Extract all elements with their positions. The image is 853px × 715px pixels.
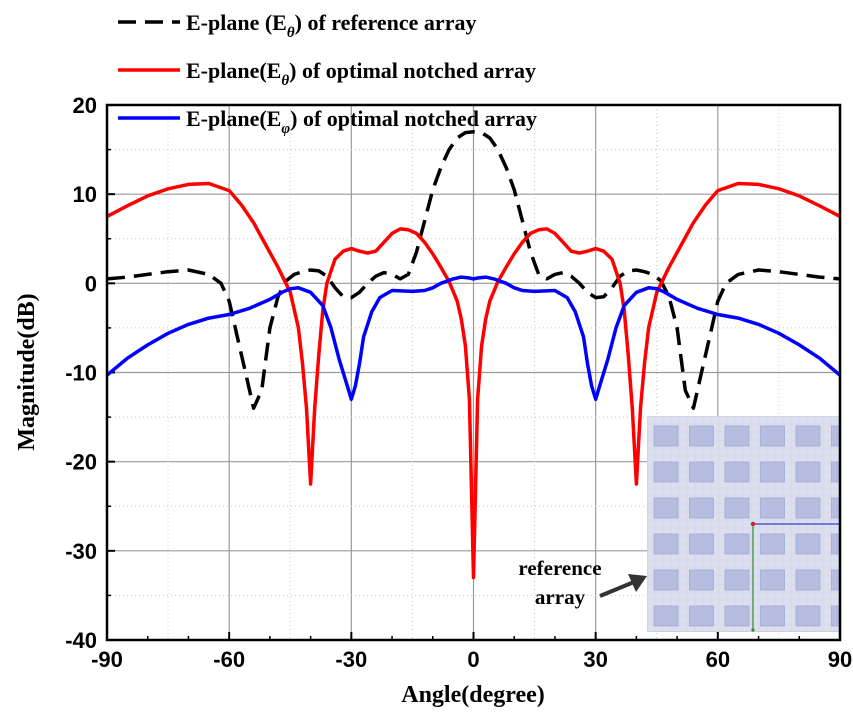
minor-ticks <box>106 104 841 641</box>
inset-label-line1: reference <box>518 556 601 580</box>
inset-patch <box>689 533 714 555</box>
inset-patch <box>795 461 821 483</box>
inset-patch <box>831 605 840 627</box>
inset-content <box>647 416 840 632</box>
inset-patch <box>653 425 679 447</box>
inset-patch <box>760 461 785 483</box>
inset-patch <box>689 425 714 447</box>
series-notched-e-theta-line <box>107 181 840 580</box>
y-tick-label: -30 <box>65 539 97 564</box>
inset-patch <box>760 425 785 447</box>
inset-patch <box>795 425 821 447</box>
legend: E-plane (Eθ) of reference array E-plane(E… <box>118 10 537 137</box>
inset-axis-end-marker <box>751 628 755 632</box>
x-axis-title: Angle(degree) <box>401 682 545 708</box>
y-tick-label: 0 <box>85 271 97 296</box>
y-tick-label: -40 <box>65 628 97 653</box>
x-tick-label: 60 <box>706 647 730 672</box>
y-tick-label: 10 <box>73 182 97 207</box>
x-tick-label: 90 <box>828 647 852 672</box>
inset-label-line2: array <box>535 585 586 609</box>
inset-patch <box>653 533 679 555</box>
y-axis-title: Magnitude(dB) <box>14 293 40 450</box>
x-tick-label: -60 <box>213 647 245 672</box>
inset-patch <box>724 425 750 447</box>
inset-array-image: reference array <box>518 416 840 632</box>
inset-patch <box>724 605 750 627</box>
inset-patch <box>831 461 840 483</box>
inset-patch <box>760 569 785 591</box>
inset-patch <box>689 605 714 627</box>
inset-origin-marker <box>750 521 756 527</box>
axis-tick-labels: -90 -60 -30 0 30 60 90 -40 -30 -20 -10 0 10 20 <box>65 93 852 672</box>
plot-frame <box>105 103 842 642</box>
inset-patch <box>795 533 821 555</box>
inset-patch <box>760 605 785 627</box>
inset-patch <box>653 605 679 627</box>
inset-arrow-head <box>628 574 647 592</box>
x-tick-label: 0 <box>467 647 479 672</box>
y-tick-label: -10 <box>65 361 97 386</box>
inset-patch <box>653 497 679 519</box>
y-tick-label: -20 <box>65 450 97 475</box>
series-reference-e-theta-line <box>107 130 840 410</box>
inset-patch <box>724 533 750 555</box>
x-tick-label: -30 <box>335 647 367 672</box>
legend-label-1: E-plane (Eθ) of reference array <box>186 10 476 41</box>
inset-patch <box>831 569 840 591</box>
inset-patch <box>831 497 840 519</box>
series-group <box>107 130 840 580</box>
inset-patch <box>831 425 840 447</box>
inset-patch <box>760 497 785 519</box>
legend-label-2: E-plane(Eθ) of optimal notched array <box>186 58 536 89</box>
inset-patch <box>760 533 785 555</box>
inset-patch <box>689 497 714 519</box>
inset-patch <box>795 497 821 519</box>
y-tick-label: 20 <box>73 93 97 118</box>
inset-arrow-shaft <box>599 580 635 598</box>
inset-patch <box>724 461 750 483</box>
series-notched-e-phi-line <box>107 275 840 402</box>
legend-label-3: E-plane(Eφ) of optimal notched array <box>186 106 537 137</box>
inset-patch <box>795 605 821 627</box>
x-tick-label: -90 <box>91 647 123 672</box>
inset-patch <box>689 569 714 591</box>
inset-patch <box>653 569 679 591</box>
inset-patch <box>724 569 750 591</box>
inset-patch <box>689 461 714 483</box>
inset-patch <box>653 461 679 483</box>
x-tick-label: 30 <box>583 647 607 672</box>
inset-patch <box>724 497 750 519</box>
inset-patch <box>831 533 840 555</box>
inset-patch <box>795 569 821 591</box>
